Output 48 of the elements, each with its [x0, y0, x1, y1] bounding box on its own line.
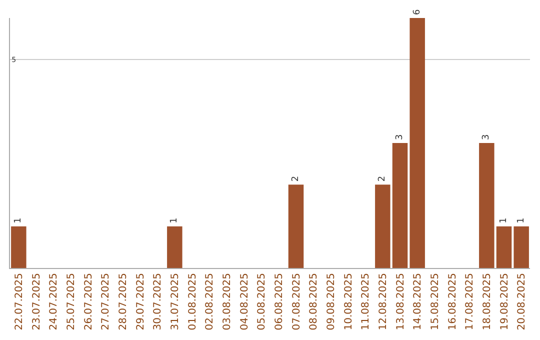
data-label: 2 — [291, 176, 301, 182]
x-tick-label: 09.08.2025 — [326, 273, 337, 330]
x-tick-label: 15.08.2025 — [430, 273, 441, 330]
x-tick-label: 01.08.2025 — [187, 273, 198, 330]
data-label: 1 — [499, 218, 509, 224]
bar — [288, 184, 304, 268]
x-tick-label: 07.08.2025 — [291, 273, 302, 330]
x-tick-label: 03.08.2025 — [222, 273, 233, 330]
x-tick-label: 23.07.2025 — [31, 273, 42, 330]
x-tick-label: 11.08.2025 — [360, 273, 372, 330]
data-label: 1 — [14, 218, 24, 224]
bar — [410, 18, 425, 268]
bar — [375, 184, 390, 268]
data-label: 1 — [170, 218, 180, 224]
x-tick-label: 28.07.2025 — [118, 273, 129, 330]
data-label: 3 — [395, 134, 405, 140]
x-tick-label: 22.07.2025 — [14, 273, 25, 330]
x-tick-label: 05.08.2025 — [256, 273, 268, 330]
x-tick-label: 26.07.2025 — [83, 273, 94, 330]
x-tick-label: 06.08.2025 — [274, 273, 285, 330]
bar — [514, 226, 529, 268]
x-tick-label: 31.07.2025 — [170, 273, 181, 330]
x-tick-label: 02.08.2025 — [204, 273, 216, 330]
x-tick-label: 25.07.2025 — [66, 273, 77, 330]
x-tick-label: 19.08.2025 — [499, 273, 510, 330]
x-tick-label: 18.08.2025 — [482, 273, 493, 330]
data-label: 6 — [412, 9, 422, 15]
data-label: 1 — [516, 218, 526, 224]
x-tick-label: 13.08.2025 — [395, 273, 406, 330]
x-tick-label: 24.07.2025 — [48, 273, 60, 330]
x-tick-label: 14.08.2025 — [412, 273, 424, 330]
data-label: 2 — [378, 176, 388, 182]
x-tick-label: 04.08.2025 — [239, 273, 250, 330]
x-tick-label: 12.08.2025 — [378, 273, 389, 330]
bar — [479, 143, 494, 268]
x-tick-label: 29.07.2025 — [135, 273, 146, 330]
x-tick-label: 27.07.2025 — [100, 273, 112, 330]
x-tick-label: 20.08.2025 — [516, 273, 528, 330]
x-tick-label: 08.08.2025 — [308, 273, 320, 330]
x-tick-label: 10.08.2025 — [343, 273, 354, 330]
bar — [392, 143, 408, 268]
bar — [11, 226, 26, 268]
x-tick-label: 30.07.2025 — [152, 273, 164, 330]
bar — [496, 226, 512, 268]
bar — [167, 226, 182, 268]
x-tick-label: 17.08.2025 — [464, 273, 476, 330]
data-label: 3 — [482, 134, 492, 140]
x-tick-label: 16.08.2025 — [447, 273, 458, 330]
